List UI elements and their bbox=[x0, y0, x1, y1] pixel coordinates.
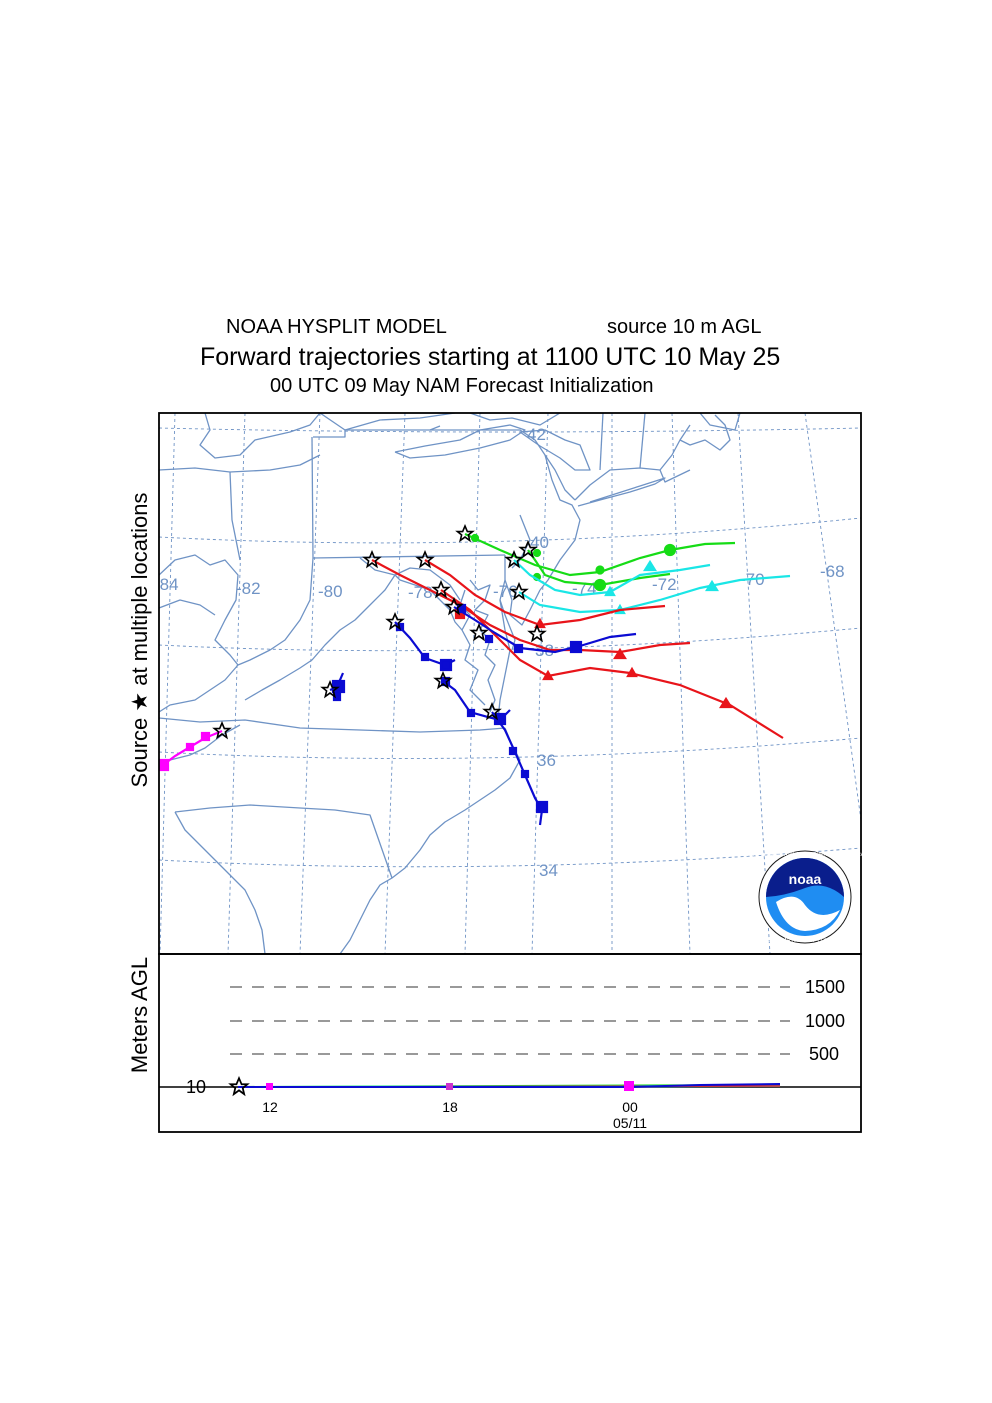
lon-label-84: -84 bbox=[154, 575, 179, 594]
coordinate-labels: 42 40 38 36 34 -84 -82 -80 -78 -76 -74 -… bbox=[154, 425, 845, 880]
source-height: source 10 m AGL bbox=[607, 316, 762, 338]
lon-label-76: -76 bbox=[493, 582, 518, 601]
time-tick-18: 18 bbox=[442, 1099, 458, 1115]
map-frame bbox=[158, 412, 862, 955]
chart-title: Forward trajectories starting at 1100 UT… bbox=[200, 343, 781, 371]
graticule bbox=[159, 413, 861, 954]
date-label: 05/11 bbox=[613, 1115, 647, 1131]
trajectory-magenta bbox=[159, 729, 223, 772]
lon-label-80: -80 bbox=[318, 582, 343, 601]
level-label-500: 500 bbox=[809, 1044, 839, 1064]
noaa-logo: noaa NATIONAL OCEANIC AND ATMOSPHERIC AD… bbox=[734, 850, 876, 944]
lat-label-42: 42 bbox=[527, 425, 546, 444]
noaa-ring-text: NATIONAL OCEANIC AND ATMOSPHERIC ADMINIS… bbox=[734, 852, 876, 858]
level-label-1000: 1000 bbox=[805, 1011, 845, 1031]
noaa-ring-text-bottom: U.S. DEPARTMENT OF COMMERCE bbox=[763, 938, 848, 944]
trajectory-red bbox=[371, 559, 784, 739]
source-star-4 bbox=[363, 551, 381, 568]
level-label-1500: 1500 bbox=[805, 977, 845, 997]
lon-label-72: -72 bbox=[652, 575, 677, 594]
base-level-label: 10 bbox=[186, 1077, 206, 1097]
model-name: NOAA HYSPLIT MODEL bbox=[226, 316, 447, 338]
altitude-frame bbox=[158, 953, 862, 1133]
lon-label-68: -68 bbox=[820, 562, 845, 581]
time-tick-00: 00 bbox=[622, 1099, 638, 1115]
state-borders bbox=[159, 413, 741, 954]
lat-label-36: 36 bbox=[537, 751, 556, 770]
time-tick-12: 12 bbox=[262, 1099, 278, 1115]
source-star-11 bbox=[528, 625, 546, 642]
trajectory-green bbox=[464, 532, 736, 592]
noaa-logo-text: noaa bbox=[789, 871, 822, 887]
altitude-panel: 1500 1000 500 10 12 18 00 05/11 bbox=[158, 953, 862, 1133]
chart-subtitle: 00 UTC 09 May NAM Forecast Initializatio… bbox=[270, 375, 654, 397]
lat-label-34: 34 bbox=[539, 861, 558, 880]
map-panel: 42 40 38 36 34 -84 -82 -80 -78 -76 -74 -… bbox=[154, 412, 876, 955]
source-star-1 bbox=[456, 525, 474, 542]
lon-label-82: -82 bbox=[236, 579, 261, 598]
